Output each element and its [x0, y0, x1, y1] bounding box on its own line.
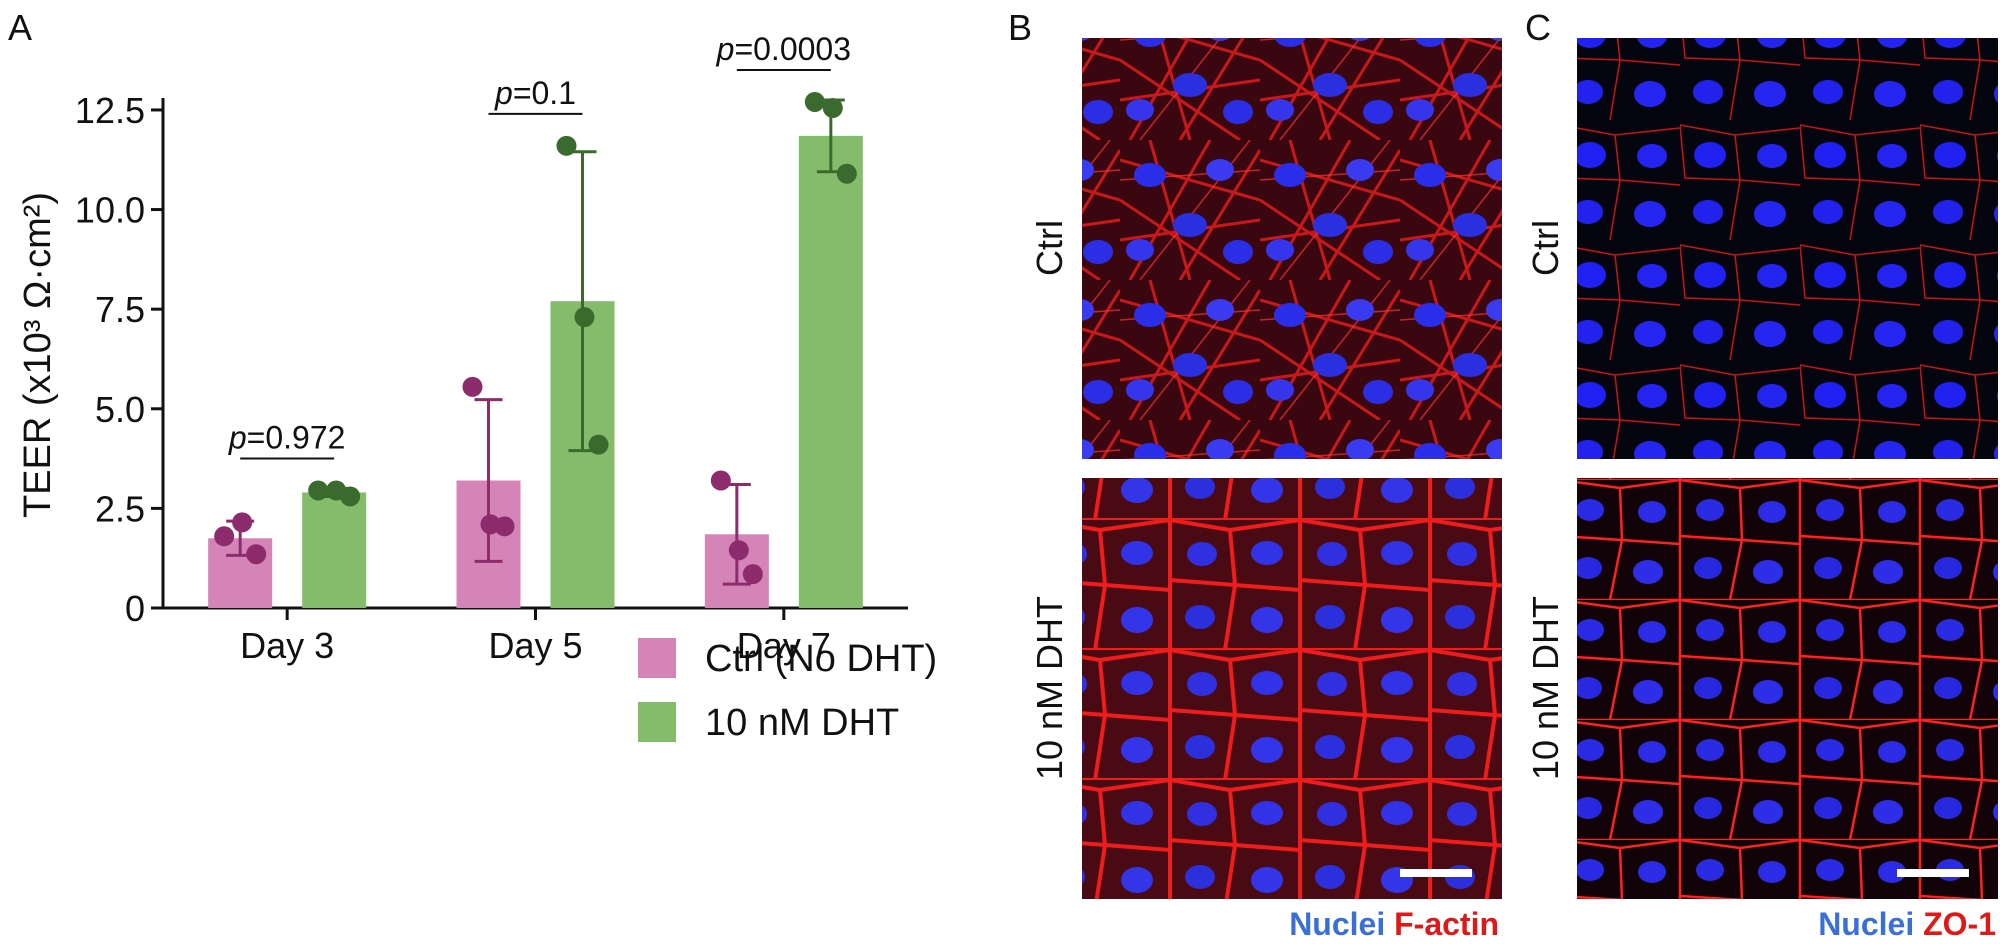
micrograph [1082, 38, 1502, 459]
p-symbol: p [228, 419, 247, 455]
data-point [728, 540, 749, 561]
p-text: =0.972 [247, 419, 346, 455]
micrograph [1082, 478, 1502, 899]
y-tick-label: 2.5 [95, 488, 145, 529]
panel-label: C [1525, 7, 1551, 48]
micrograph [1577, 38, 1998, 459]
legend-label: Ctrl (No DHT) [705, 638, 937, 680]
row-label: Ctrl [1525, 220, 1566, 276]
micrograph [1577, 478, 1998, 899]
bar [798, 135, 863, 608]
y-tick-label: 5.0 [95, 389, 145, 430]
stain-marker: ZO-1 [1923, 906, 1996, 942]
y-axis-label: TEER (x10³ Ω·cm²) [17, 192, 59, 518]
legend-label: 10 nM DHT [705, 702, 899, 744]
stain-nuclei: Nuclei [1289, 906, 1385, 942]
scale-bar [1897, 869, 1969, 877]
data-point [836, 163, 857, 184]
data-point [742, 564, 763, 585]
data-point [246, 544, 267, 565]
stain-legend: Nuclei ZO-1 [1818, 906, 1996, 942]
p-symbol: p [494, 75, 513, 111]
data-point [710, 470, 731, 491]
data-point [308, 480, 329, 501]
p-text: =0.1 [513, 75, 576, 111]
panel-label: A [8, 7, 32, 48]
data-point [494, 516, 515, 537]
data-point [340, 486, 361, 507]
p-text: =0.0003 [734, 31, 851, 67]
x-tick-label: Day 5 [488, 625, 582, 666]
y-tick-label: 12.5 [75, 90, 145, 131]
p-value: p=0.0003 [716, 31, 851, 67]
p-value: p=0.1 [494, 75, 576, 111]
row-label: 10 nM DHT [1029, 596, 1070, 780]
legend-swatch [638, 702, 676, 742]
bar [302, 492, 367, 608]
data-point [588, 434, 609, 455]
y-tick-label: 7.5 [95, 289, 145, 330]
x-tick-label: Day 7 [737, 625, 831, 666]
data-point [822, 97, 843, 118]
data-point [556, 135, 577, 156]
data-point [804, 91, 825, 112]
panel-label: B [1008, 7, 1032, 48]
data-point [574, 307, 595, 328]
p-symbol: p [716, 31, 735, 67]
y-tick-label: 10.0 [75, 190, 145, 231]
stain-nuclei: Nuclei [1818, 906, 1914, 942]
row-label: 10 nM DHT [1525, 596, 1566, 780]
stain-marker: F-actin [1394, 906, 1499, 942]
scale-bar [1400, 869, 1472, 877]
data-point [232, 512, 253, 533]
data-point [462, 376, 483, 397]
p-value: p=0.972 [228, 419, 346, 455]
legend-swatch [638, 638, 676, 678]
row-label: Ctrl [1029, 220, 1070, 276]
x-tick-label: Day 3 [240, 625, 334, 666]
stain-legend: Nuclei F-actin [1289, 906, 1499, 942]
y-tick-label: 0 [125, 588, 145, 629]
data-point [214, 526, 235, 547]
